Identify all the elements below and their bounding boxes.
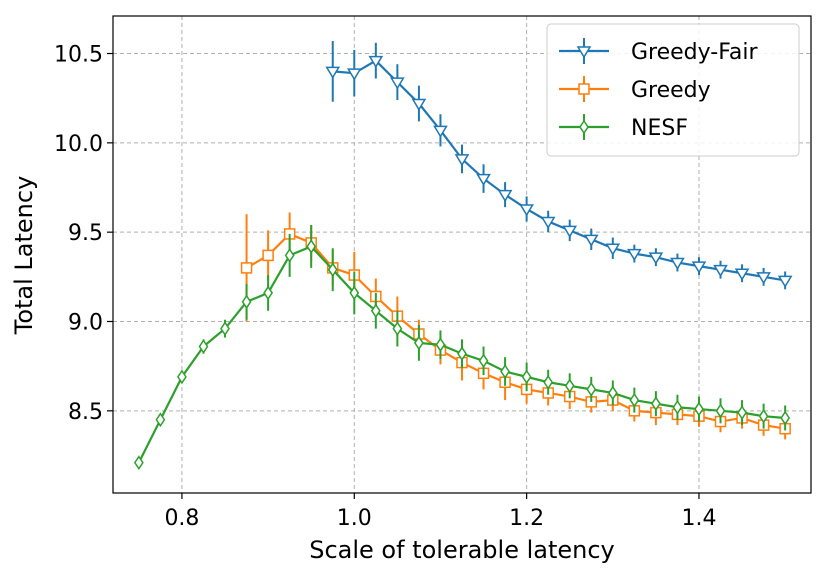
data-point [241, 294, 252, 310]
data-point [155, 412, 166, 428]
legend-swatch-marker [578, 83, 590, 95]
legend-label: NESF [631, 116, 688, 141]
data-point [713, 264, 728, 278]
data-point [521, 369, 532, 385]
data-point [390, 77, 405, 90]
data-point [476, 173, 491, 187]
data-point [325, 66, 341, 79]
data-point [435, 337, 446, 353]
series-greedy [240, 212, 791, 440]
y-tick-label: 8.5 [68, 400, 103, 425]
data-point [327, 262, 338, 278]
plot-frame [112, 15, 812, 494]
data-point [392, 321, 403, 336]
x-axis-label: Scale of tolerable latency [309, 536, 615, 564]
ticks: 0.8 1.0 1.2 1.4 8.5 9.0 9.5 10.0 10.5 [54, 43, 716, 531]
data-point [758, 408, 769, 424]
legend-swatch-marker [579, 119, 589, 135]
data-point [564, 378, 575, 394]
data-point [346, 68, 362, 81]
data-point [478, 353, 489, 369]
data-point [306, 239, 317, 254]
data-point [284, 248, 295, 263]
legend-label: Greedy-Fair [631, 40, 758, 65]
data-point [500, 364, 510, 379]
data-point [543, 374, 554, 390]
data-point [133, 455, 144, 470]
legend-swatch-marker [576, 46, 592, 59]
y-tick-label: 9.5 [68, 221, 103, 246]
y-tick-label: 9.0 [68, 310, 103, 335]
data-point [737, 405, 747, 420]
data-point [694, 401, 704, 417]
series-line [332, 59, 786, 282]
data-point [177, 369, 187, 385]
data-point [497, 189, 513, 203]
legend: Greedy-Fair Greedy NESF [546, 23, 800, 157]
data-point [370, 303, 381, 319]
y-tick-label: 10.5 [54, 43, 103, 68]
data-point [586, 382, 597, 397]
y-axis-label: Total Latency [10, 176, 38, 336]
data-point [670, 257, 685, 270]
series-greedy-fair [325, 41, 793, 290]
data-point [756, 272, 771, 285]
x-tick-label: 1.0 [337, 506, 372, 531]
data-point [627, 248, 642, 262]
data-point [349, 285, 360, 301]
y-tick-label: 10.0 [54, 132, 103, 157]
data-point [650, 396, 661, 412]
data-point [648, 252, 664, 265]
legend-label: Greedy [631, 78, 711, 103]
data-point [414, 335, 424, 351]
x-tick-label: 1.4 [681, 506, 716, 531]
x-tick-label: 1.2 [509, 506, 544, 531]
data-point [457, 346, 467, 362]
data-point [672, 399, 683, 415]
data-point [433, 125, 448, 138]
series-nesf [133, 225, 791, 470]
data-point [715, 403, 726, 419]
data-point [540, 216, 556, 229]
data-point [454, 154, 470, 167]
data-point [777, 275, 793, 288]
x-tick-label: 0.8 [164, 506, 199, 531]
data-point [734, 268, 750, 281]
data-point [607, 385, 618, 401]
data-point [411, 98, 427, 111]
data-point [198, 339, 209, 354]
data-point [262, 249, 274, 262]
data-point [583, 234, 599, 247]
data-point [691, 261, 707, 274]
series-layer [133, 41, 793, 470]
data-point [562, 225, 578, 238]
data-point [780, 410, 791, 426]
legend-box [546, 23, 800, 157]
data-point [605, 243, 621, 256]
data-point [368, 55, 384, 69]
data-point [240, 262, 253, 274]
data-point [263, 285, 274, 301]
data-point [629, 392, 640, 408]
data-point [220, 321, 230, 336]
data-point [519, 204, 534, 217]
